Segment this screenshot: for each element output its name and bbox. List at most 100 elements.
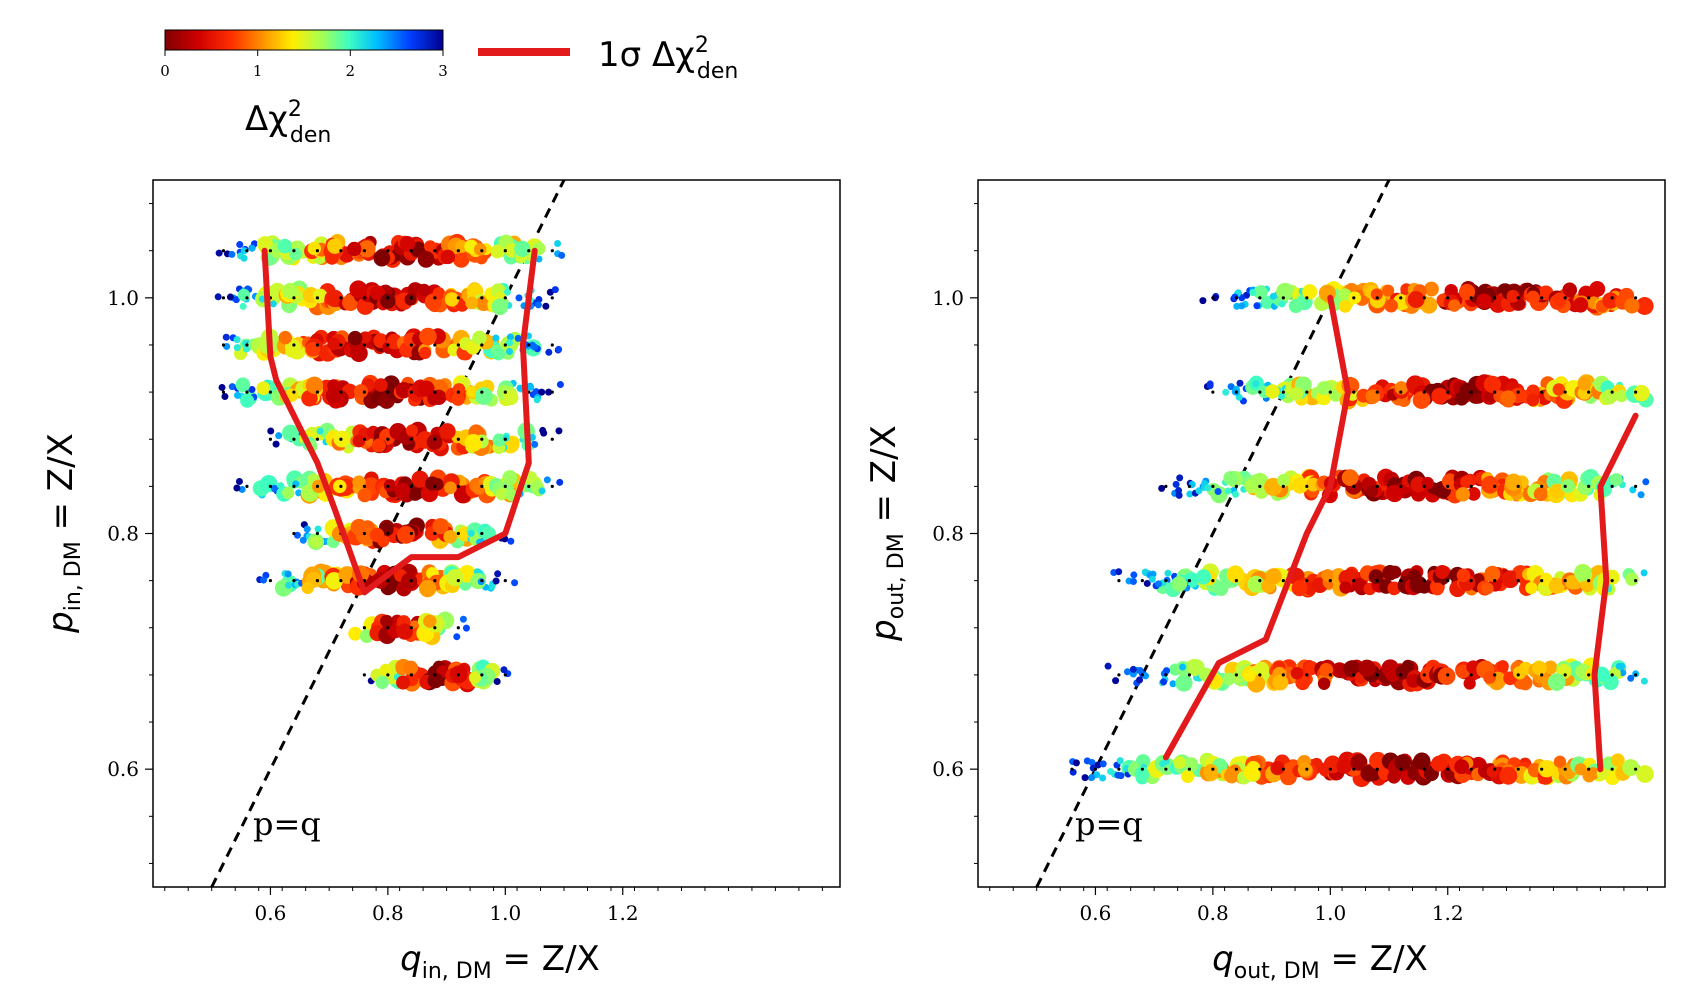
right-grid-point	[1516, 767, 1520, 771]
legend: 1σ Δχ2 den	[478, 33, 738, 84]
right-scatter-point	[1586, 767, 1600, 780]
right-scatter-point	[1277, 473, 1291, 487]
right-grid-point	[1540, 579, 1544, 583]
right-scatter-point	[1339, 581, 1352, 594]
left-grid-point	[292, 484, 296, 488]
right-grid-point	[1540, 390, 1544, 394]
right-scatter-point	[1243, 764, 1260, 781]
right-scatter-point	[1206, 382, 1214, 390]
right-scatter-point	[1104, 662, 1112, 670]
right-scatter-point	[1254, 661, 1270, 677]
right-scatter-point	[1175, 674, 1193, 692]
left-scatter-point	[293, 531, 301, 539]
right-scatter-point	[1107, 767, 1115, 775]
left-grid-point	[550, 343, 554, 347]
right-grid-point	[1610, 673, 1614, 677]
left-scatter-point	[503, 389, 519, 406]
right-grid-point	[1187, 579, 1191, 583]
left-scatter-point	[399, 236, 416, 252]
left-scatter-point	[551, 286, 559, 294]
right-scatter-point	[1183, 757, 1199, 772]
right-scatter-point	[1276, 282, 1294, 301]
left-scatter-point	[295, 489, 303, 497]
right-scatter-point	[1289, 387, 1304, 401]
right-scatter-point	[1564, 574, 1580, 590]
left-scatter-point	[325, 289, 344, 308]
right-grid-point	[1540, 767, 1544, 771]
left-grid-point	[409, 484, 413, 488]
right-scatter-point	[1636, 765, 1654, 783]
left-grid-point	[315, 249, 320, 253]
left-scatter-point	[327, 337, 341, 351]
right-scatter-point	[1336, 758, 1353, 774]
left-scatter-point	[377, 535, 390, 548]
left-scatter-point	[400, 573, 418, 590]
right-grid-point	[1281, 390, 1285, 394]
left-scatter-point	[492, 433, 506, 447]
left-grid-point	[339, 484, 343, 488]
right-scatter-point	[1112, 677, 1120, 685]
left-grid-point	[433, 579, 437, 583]
right-scatter-point	[1500, 390, 1516, 406]
right-grid-point	[1234, 390, 1238, 394]
left-x-tick-label: 1.2	[607, 901, 639, 925]
left-scatter-point	[514, 334, 522, 342]
left-scatter-point	[215, 249, 223, 257]
right-scatter-point	[1265, 568, 1282, 585]
left-grid-point	[480, 437, 484, 441]
right-grid-point	[1375, 579, 1379, 583]
left-scatter-point	[403, 660, 419, 676]
right-scatter-point	[1203, 763, 1218, 779]
right-scatter-point	[1506, 289, 1520, 303]
right-grid-point	[1540, 673, 1544, 677]
right-scatter-point	[1499, 766, 1518, 785]
right-scatter-point	[1543, 660, 1558, 675]
left-grid-point	[245, 484, 249, 488]
left-grid-point	[456, 343, 460, 347]
right-grid-point	[1258, 673, 1262, 677]
right-scatter-point	[1615, 389, 1628, 403]
right-scatter-point	[1088, 774, 1096, 782]
left-scatter-point	[282, 282, 299, 299]
right-x-tick-label: 1.0	[1314, 901, 1346, 925]
right-scatter-point	[1253, 302, 1261, 310]
left-grid-point	[386, 673, 390, 677]
right-scatter-point	[1278, 392, 1286, 400]
right-scatter-point	[1573, 297, 1589, 313]
legend-line-label: 1σ Δχ2 den	[598, 33, 738, 84]
left-scatter-point	[396, 675, 411, 690]
left-scatter-point	[267, 427, 275, 435]
left-grid-point	[550, 296, 554, 300]
left-scatter-point	[426, 434, 443, 451]
left-grid-point	[480, 579, 484, 583]
left-scatter-point	[240, 247, 248, 255]
left-scatter-point	[248, 244, 256, 252]
right-grid-point	[1446, 484, 1450, 488]
right-scatter-point	[1350, 753, 1368, 771]
right-grid-point	[1117, 767, 1121, 771]
right-scatter-point	[1081, 774, 1089, 782]
left-grid-point	[433, 343, 437, 347]
left-scatter-point	[256, 381, 271, 396]
right-scatter-point	[1236, 379, 1244, 387]
right-scatter-point	[1341, 469, 1359, 486]
right-grid-point	[1587, 390, 1591, 394]
left-y-tick-label: 0.8	[107, 522, 139, 546]
left-scatter-point	[357, 488, 372, 503]
right-scatter-point	[1382, 284, 1395, 297]
left-grid-point	[503, 673, 507, 677]
right-grid-point	[1164, 767, 1168, 771]
right-grid-point	[1305, 673, 1309, 677]
left-scatter-point	[474, 387, 493, 405]
right-grid-point	[1234, 296, 1238, 300]
right-scatter-point	[1099, 760, 1107, 768]
right-diagonal-label: p=q	[1075, 805, 1143, 843]
left-grid-point	[433, 390, 437, 394]
left-scatter-point	[218, 383, 226, 391]
right-grid-point	[1540, 484, 1544, 488]
right-grid-point	[1352, 484, 1356, 488]
left-scatter-point	[236, 241, 244, 249]
left-grid-point	[362, 484, 366, 488]
right-scatter-point	[1115, 568, 1123, 576]
left-grid-point	[292, 531, 296, 536]
